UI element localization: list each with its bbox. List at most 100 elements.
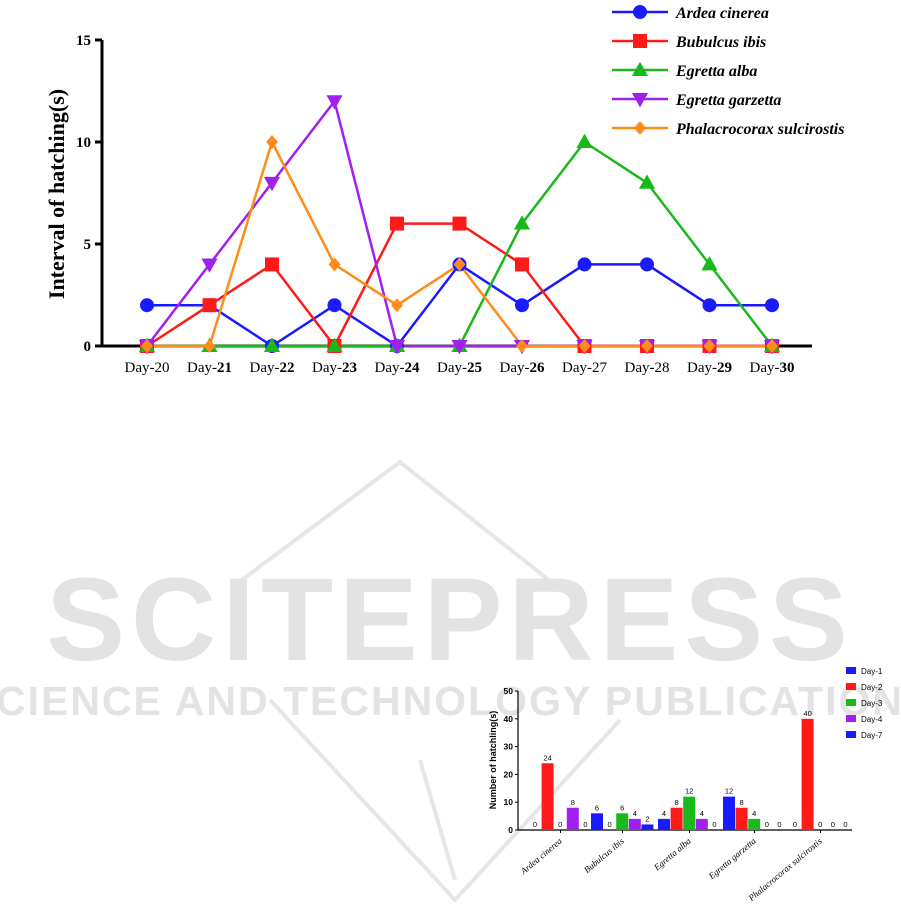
line-point — [326, 337, 343, 352]
line-point — [451, 340, 468, 355]
bar-chart-y-tick-label: 50 — [504, 686, 514, 696]
bar — [591, 813, 603, 830]
bar — [641, 824, 654, 830]
line-chart-x-tick-label: Day-28 — [625, 360, 670, 376]
bar-legend-swatch — [846, 699, 856, 706]
bar-value-label: 4 — [700, 809, 704, 818]
line-chart-x-tick-number: 27 — [592, 360, 608, 376]
bar-value-label: 0 — [818, 820, 822, 829]
bar-value-label: 4 — [752, 809, 756, 818]
line-point — [327, 298, 342, 313]
line-chart-x-tick-number: 24 — [405, 360, 421, 376]
bar — [695, 818, 708, 830]
bar-value-label: 2 — [645, 814, 649, 823]
bar — [566, 807, 579, 830]
line-point — [266, 135, 278, 149]
bar-legend-swatch — [846, 731, 856, 738]
line-chart-x-tick-label: Day-24 — [375, 360, 421, 376]
bar-value-label: 8 — [571, 798, 575, 807]
bar-legend-label: Day-1 — [861, 667, 883, 676]
bar-value-label: 12 — [685, 787, 693, 796]
line-point — [702, 298, 717, 313]
line-point — [515, 298, 529, 313]
line-chart-x-tick-prefix: Day- — [250, 360, 280, 376]
line-chart-x-tick-number: 26 — [530, 360, 546, 376]
bar — [616, 813, 629, 830]
line-point — [701, 256, 718, 271]
line-chart-x-tick-prefix: Day- — [750, 360, 780, 376]
bar-chart-y-tick-label: 10 — [504, 797, 514, 807]
bar-value-label: 0 — [712, 820, 716, 829]
bar-chart-x-tick-label: Egretta alba — [651, 836, 693, 873]
bar-value-label: 0 — [793, 820, 797, 829]
line-chart-x-tick-number: 28 — [655, 360, 670, 376]
bar — [628, 818, 641, 830]
bar-legend-label: Day-7 — [861, 731, 883, 740]
line-chart-ylabel: Interval of hatching(s) — [44, 89, 69, 299]
line-point — [516, 339, 528, 353]
bar-legend-swatch — [846, 715, 856, 722]
bar — [723, 796, 735, 830]
bar-value-label: 0 — [843, 820, 847, 829]
line-chart-y-tick-label: 10 — [76, 135, 91, 151]
line-point — [577, 257, 592, 272]
line-legend-label: Phalacrocorax sulcirostis — [675, 121, 844, 138]
line-point — [766, 339, 778, 353]
line-point — [263, 337, 281, 352]
line-point — [515, 257, 529, 272]
line-chart-x-tick-label: Day-21 — [187, 360, 232, 376]
line-legend-label: Egretta garzetta — [675, 92, 781, 109]
line-chart-x-tick-label: Day-22 — [250, 360, 295, 376]
line-legend-marker — [631, 93, 649, 108]
line-chart-x-tick-number: 23 — [342, 360, 357, 376]
line-chart-x-tick-prefix: Day- — [625, 360, 655, 376]
bar-value-label: 24 — [543, 753, 551, 762]
line-chart-x-tick-prefix: Day- — [437, 360, 467, 376]
bar-value-label: 0 — [558, 820, 562, 829]
bar-chart-y-tick-label: 20 — [504, 769, 514, 779]
line-chart-x-tick-number: 29 — [717, 360, 732, 376]
bar-value-label: 4 — [662, 809, 666, 818]
line-legend-label: Egretta alba — [675, 63, 757, 80]
bar-legend-label: Day-2 — [861, 683, 883, 692]
bar-value-label: 4 — [633, 809, 637, 818]
line-point — [578, 339, 591, 353]
bar-legend-label: Day-4 — [861, 715, 883, 724]
bar-value-label: 40 — [803, 709, 811, 718]
bar-legend-swatch — [846, 667, 856, 674]
line-point — [513, 215, 531, 230]
bar-value-label: 0 — [765, 820, 769, 829]
bar-value-label: 12 — [725, 787, 733, 796]
line-point — [638, 174, 656, 189]
line-chart-x-tick-label: Day-29 — [687, 360, 732, 376]
line-legend-marker — [633, 34, 647, 48]
line-point — [576, 133, 593, 148]
bar-chart-x-tick-label: Bubulcus ibis — [582, 836, 626, 875]
line-legend-marker — [631, 61, 649, 76]
line-point — [202, 298, 217, 313]
line-chart-x-tick-prefix: Day- — [500, 360, 530, 376]
bar-legend-label: Day-3 — [861, 699, 883, 708]
bar-chart-x-tick-label: Phalacrocorax sulcirostis — [746, 836, 824, 904]
line-point — [390, 216, 404, 231]
bar-value-label: 6 — [595, 803, 599, 812]
bar — [801, 718, 814, 830]
line-chart-x-tick-label: Day-20 — [125, 360, 170, 376]
bar-chart-x-tick-label: Ardea cinerea — [518, 836, 564, 877]
bar — [683, 796, 696, 830]
line-chart-y-tick-label: 5 — [84, 237, 92, 253]
bar-chart-y-tick-label: 0 — [508, 825, 513, 835]
bar-chart-y-tick-label: 40 — [504, 714, 514, 724]
line-chart-x-tick-prefix: Day- — [312, 360, 342, 376]
bar-value-label: 0 — [608, 820, 612, 829]
line-point — [201, 258, 218, 273]
line-chart-x-tick-label: Day-23 — [312, 360, 357, 376]
line-chart-x-tick-number: 30 — [780, 360, 795, 376]
line-chart-x-tick-number: 22 — [280, 360, 295, 376]
line-point — [765, 298, 779, 313]
bar-value-label: 0 — [777, 820, 781, 829]
line-chart-x-tick-label: Day-30 — [750, 360, 795, 376]
